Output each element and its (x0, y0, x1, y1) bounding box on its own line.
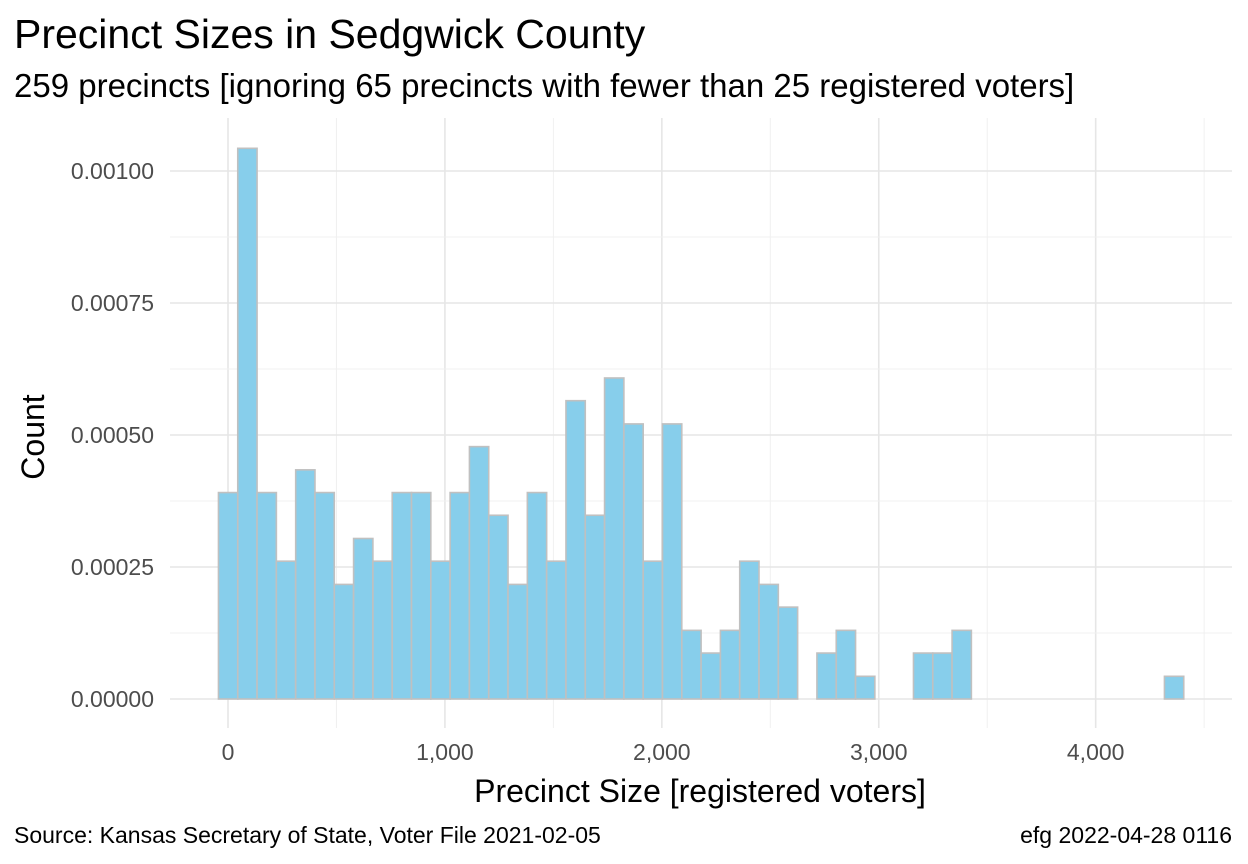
histogram-bar (565, 399, 587, 700)
chart-title: Precinct Sizes in Sedgwick County (14, 11, 646, 57)
x-tick-labels: 0 1,000 2,000 3,000 4,000 (222, 739, 1125, 765)
histogram-bar (603, 377, 625, 700)
chart-subtitle: 259 precincts [ignoring 65 precincts wit… (14, 67, 1075, 104)
histogram-bar (372, 560, 394, 700)
histogram-bar (758, 583, 780, 700)
x-tick-label: 3,000 (850, 739, 908, 765)
histogram-bar (700, 652, 722, 700)
histogram-bar (623, 423, 644, 700)
histogram-bar (1163, 675, 1185, 700)
y-tick-label: 0.00050 (71, 422, 154, 448)
y-axis-label: Count (15, 394, 51, 480)
x-tick-label: 1,000 (416, 739, 474, 765)
histogram-bar (777, 606, 799, 700)
histogram-bar (584, 514, 606, 700)
histogram-bar (642, 560, 664, 700)
histogram-bar (912, 652, 934, 700)
histogram-bar (507, 583, 529, 700)
histogram-bar (275, 560, 297, 700)
histogram-bar (816, 652, 838, 700)
histogram-bar (217, 491, 239, 700)
y-tick-label: 0.00025 (71, 554, 154, 580)
histogram-bar (352, 537, 374, 700)
histogram-bar (430, 560, 451, 700)
histogram-bar (854, 675, 876, 700)
histogram-bar (661, 423, 683, 700)
x-tick-label: 0 (222, 739, 235, 765)
y-tick-labels: 0.00000 0.00025 0.00050 0.00075 0.00100 (71, 158, 154, 712)
histogram-bar (487, 514, 509, 700)
histogram-bar (256, 491, 278, 700)
histogram-bar (314, 491, 336, 700)
histogram-bar (931, 652, 953, 700)
x-tick-label: 4,000 (1067, 739, 1125, 765)
source-caption: Source: Kansas Secretary of State, Voter… (14, 822, 601, 848)
histogram-bar (391, 491, 413, 700)
histogram-bar (680, 629, 702, 700)
histogram-bar (545, 560, 567, 700)
histogram-bar (294, 469, 316, 700)
x-tick-label: 2,000 (633, 739, 691, 765)
x-axis-label: Precinct Size [registered voters] (474, 773, 926, 809)
histogram-bar (410, 491, 432, 700)
credit-caption: efg 2022-04-28 0116 (1020, 822, 1232, 848)
histogram-bar (333, 583, 355, 700)
histogram-bar (951, 629, 973, 700)
histogram-bar (468, 445, 490, 700)
y-tick-label: 0.00100 (71, 158, 154, 184)
histogram-bar (738, 560, 760, 700)
y-tick-label: 0.00000 (71, 686, 154, 712)
histogram-bar (835, 629, 857, 700)
histogram-bar (526, 491, 548, 700)
histogram-bar (719, 629, 741, 700)
histogram-bar (449, 491, 471, 700)
histogram-bars (217, 147, 1185, 700)
histogram-bar (236, 147, 258, 700)
y-tick-label: 0.00075 (71, 290, 154, 316)
